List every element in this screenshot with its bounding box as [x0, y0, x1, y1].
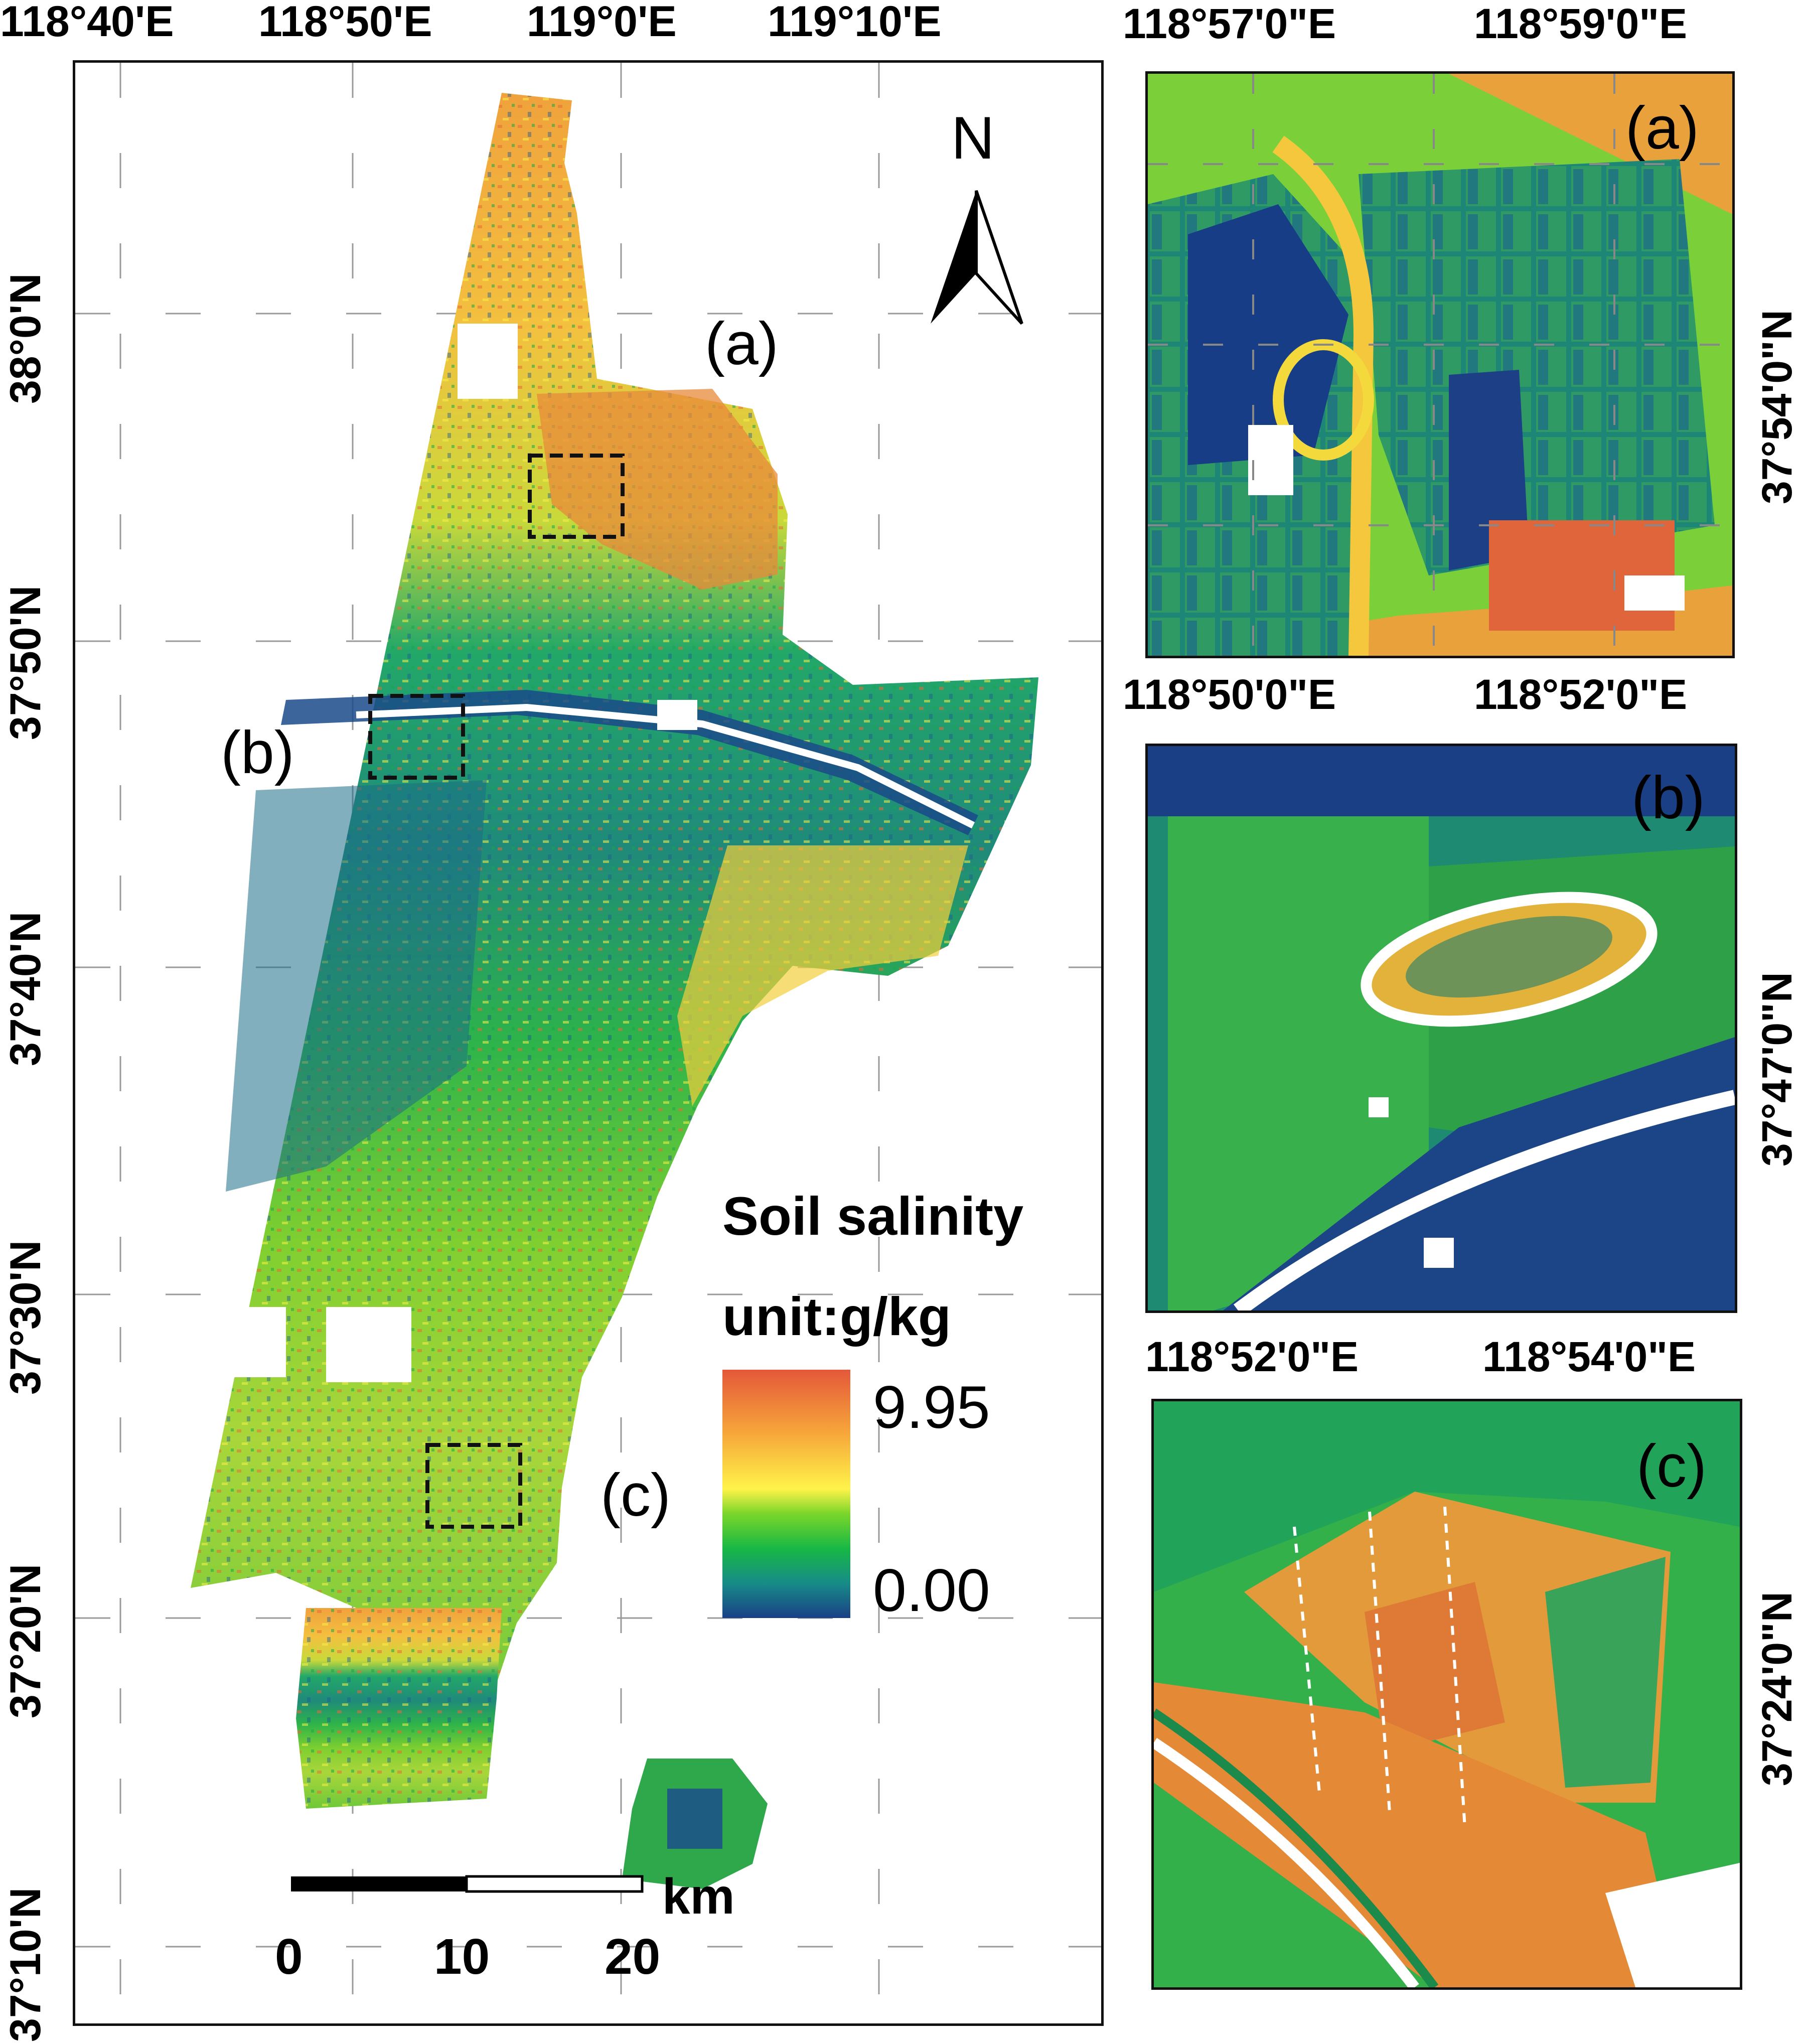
inset-a-lon-1: 118°57'0"E	[1123, 0, 1336, 47]
inset-c-graphic	[1154, 1401, 1740, 1987]
lon-label-119-10: 119°10'E	[768, 0, 942, 46]
main-label-c: (c)	[600, 1462, 671, 1529]
lat-label-37-10: 37°10'N	[2, 1887, 50, 2042]
legend-unit: unit:g/kg	[722, 1286, 951, 1347]
inset-c-frame	[1151, 1399, 1742, 1990]
inset-b-lon-1: 118°50'0"E	[1123, 671, 1336, 718]
inset-b-lon-2: 118°52'0"E	[1474, 671, 1688, 718]
box-b	[368, 694, 465, 780]
box-c	[425, 1443, 522, 1529]
legend-min: 0.00	[873, 1557, 990, 1624]
main-map-graphic	[75, 63, 1101, 2023]
inset-c-label: (c)	[1636, 1432, 1707, 1500]
inset-b-graphic	[1148, 746, 1735, 1310]
inset-a-label: (a)	[1625, 94, 1699, 162]
inset-a-lon-2: 118°59'0"E	[1474, 0, 1688, 47]
inset-c-lat: 37°24'0"N	[1753, 1591, 1800, 1786]
lon-label-119-0: 119°0'E	[527, 0, 677, 46]
lat-label-38-0: 38°0'N	[2, 273, 50, 404]
inset-a-graphic	[1148, 74, 1732, 656]
inset-b-label: (b)	[1631, 764, 1705, 831]
inset-c-lon-2: 118°54'0"E	[1482, 1333, 1696, 1380]
inset-b-lat: 37°47'0"N	[1753, 972, 1800, 1166]
legend-colorbar	[722, 1370, 850, 1618]
main-map-frame	[73, 60, 1104, 2026]
lat-label-37-50: 37°50'N	[2, 585, 50, 740]
scalebar-tick-0: 0	[275, 1929, 303, 1985]
box-a	[528, 454, 625, 539]
inset-a-frame	[1145, 71, 1735, 658]
scalebar-unit: km	[662, 1868, 735, 1925]
main-label-a: (a)	[705, 310, 779, 377]
inset-b-frame	[1145, 744, 1737, 1313]
north-arrow-icon	[931, 190, 1023, 325]
lat-label-37-30: 37°30'N	[2, 1240, 50, 1395]
scalebar-tick-20: 20	[605, 1929, 661, 1985]
lon-label-118-50: 118°50'E	[258, 0, 432, 46]
scalebar-tick-10: 10	[434, 1929, 490, 1985]
lat-label-37-40: 37°40'N	[2, 911, 50, 1066]
scalebar	[291, 1875, 644, 1893]
study-area	[176, 93, 1038, 1733]
lon-label-118-40: 118°40'E	[0, 0, 174, 46]
study-boxes	[368, 454, 625, 1529]
inset-a-lat: 37°54'0"N	[1753, 310, 1800, 504]
inset-c-lon-1: 118°52'0"E	[1145, 1333, 1359, 1380]
north-label: N	[951, 104, 995, 172]
legend-title: Soil salinity	[722, 1186, 1024, 1246]
south-fragment-1-tex	[296, 1608, 502, 1809]
legend-max: 9.95	[873, 1374, 990, 1441]
lat-label-37-20: 37°20'N	[2, 1563, 50, 1718]
main-label-b: (b)	[221, 719, 294, 786]
